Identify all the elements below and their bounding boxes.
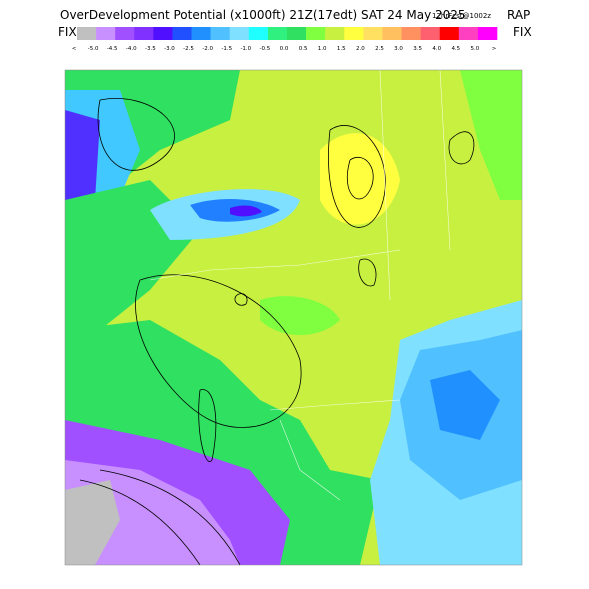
legend-swatch (153, 27, 173, 40)
legend-swatch (96, 27, 116, 40)
legend-swatch (382, 27, 402, 40)
color-legend: < -5.0 -4.5 -4.0 -3.5 -3.0 -2.5 -2.0 -1.5 -1.0 -0.… (72, 27, 498, 52)
legend-label: 2.0 (356, 46, 365, 52)
legend-swatch (134, 27, 154, 40)
legend-label: 4.5 (451, 46, 460, 52)
legend-swatch (439, 27, 460, 40)
legend-label: 1.5 (337, 46, 346, 52)
legend-label: > (492, 46, 497, 52)
fix-left: FIX (58, 25, 77, 39)
contour (346, 157, 374, 200)
legend-swatch (325, 27, 345, 40)
contour (448, 131, 475, 165)
forecast-label: 12hrFcst@1002z (432, 12, 491, 20)
legend-label: 5.0 (471, 46, 480, 52)
field-region (460, 70, 522, 200)
legend-label: -5.0 (88, 46, 99, 52)
legend-label: 3.5 (413, 46, 422, 52)
field-region (65, 480, 120, 565)
legend-swatch (248, 27, 269, 40)
legend-label: 0.5 (299, 46, 308, 52)
model-label: RAP (507, 8, 530, 22)
contour (328, 125, 386, 228)
legend-label: 1.0 (318, 46, 327, 52)
field-region (430, 370, 500, 440)
legend-swatch (172, 27, 192, 40)
legend-swatch (477, 27, 498, 40)
contour (97, 98, 175, 171)
fix-right: FIX (513, 25, 532, 39)
contour (358, 258, 377, 287)
legend-swatch (458, 27, 479, 40)
state-border (149, 70, 451, 501)
legend-label: 4.0 (432, 46, 441, 52)
contour (135, 274, 302, 428)
legend-swatch (210, 27, 231, 40)
legend-label: 2.5 (375, 46, 384, 52)
contour (198, 389, 217, 462)
legend-swatch (191, 27, 211, 40)
map-frame (64, 69, 523, 566)
legend-label: 3.0 (394, 46, 403, 52)
title: OverDevelopment Potential (x1000ft) 21Z(… (60, 8, 466, 22)
field-region (230, 205, 262, 217)
legend-label: -1.0 (240, 46, 251, 52)
legend-label: -3.5 (145, 46, 156, 52)
legend-swatch (287, 27, 307, 40)
legend-swatch (267, 27, 288, 40)
legend-swatch (401, 27, 421, 40)
legend-label: -2.5 (183, 46, 194, 52)
legend-swatch (363, 27, 383, 40)
contour (79, 469, 241, 565)
legend-label: -2.0 (202, 46, 213, 52)
legend-label: -4.0 (126, 46, 137, 52)
legend-swatch (77, 27, 97, 40)
legend-label: 0.0 (280, 46, 289, 52)
legend-label: < (72, 46, 77, 52)
legend-label: -4.5 (107, 46, 118, 52)
legend-label: -3.0 (164, 46, 175, 52)
contour (234, 293, 248, 306)
legend-swatch (306, 27, 326, 40)
legend-label: -0.5 (260, 46, 271, 52)
legend-label: -1.5 (221, 46, 232, 52)
legend-swatch (344, 27, 364, 40)
map (64, 69, 523, 566)
legend-swatch (420, 27, 441, 40)
legend-swatch (115, 27, 135, 40)
legend-swatch (229, 27, 250, 40)
